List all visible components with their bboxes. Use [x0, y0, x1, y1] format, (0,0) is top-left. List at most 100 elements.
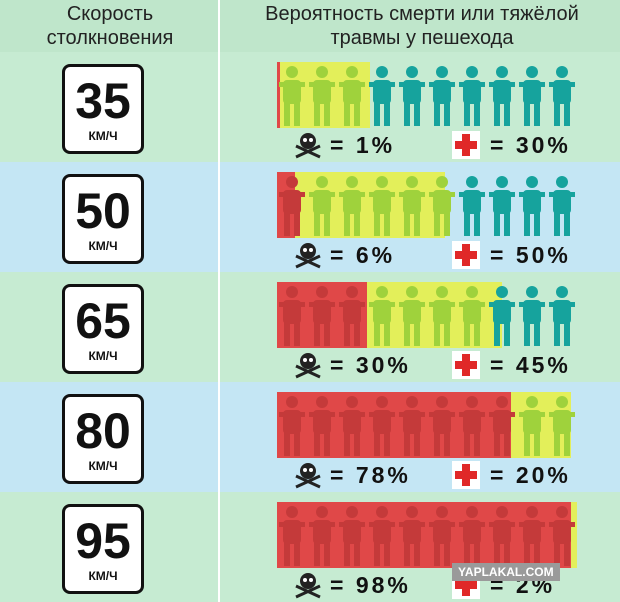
- person-leg: [414, 540, 420, 566]
- person-head: [346, 176, 358, 188]
- speed-sign: 50 КМ/Ч: [62, 174, 144, 264]
- person-leg: [534, 540, 540, 566]
- death-label: = 1%: [330, 132, 396, 158]
- person-arm: [429, 82, 455, 87]
- person-leg: [434, 210, 440, 236]
- person-leg: [434, 540, 440, 566]
- person-leg: [344, 430, 350, 456]
- person-head: [346, 506, 358, 518]
- header: Скорость столкновения Вероятность смерти…: [0, 0, 620, 52]
- person-arm: [489, 302, 515, 307]
- eye: [303, 358, 307, 362]
- eye: [303, 248, 307, 252]
- person-head: [406, 396, 418, 408]
- person-leg: [534, 100, 540, 126]
- risk-bar: [277, 62, 575, 128]
- eye: [309, 468, 313, 472]
- death-label: = 30%: [330, 352, 411, 378]
- skull: [300, 463, 316, 479]
- person-leg: [444, 100, 450, 126]
- person-leg: [404, 540, 410, 566]
- person-head: [466, 176, 478, 188]
- person-icon: [279, 396, 305, 456]
- person-icon: [549, 396, 575, 456]
- person-head: [556, 286, 568, 298]
- person-leg: [284, 540, 290, 566]
- person-leg: [534, 320, 540, 346]
- person-head: [286, 286, 298, 298]
- injury-label: = 20%: [490, 462, 571, 488]
- speed-unit: КМ/Ч: [88, 569, 118, 583]
- speed-value: 50: [75, 183, 131, 239]
- bone: [295, 474, 321, 489]
- person-leg: [324, 210, 330, 236]
- person-leg: [404, 430, 410, 456]
- person-leg: [374, 540, 380, 566]
- cross-icon: [452, 461, 480, 489]
- skull: [300, 243, 316, 259]
- person-arm: [459, 302, 485, 307]
- person-leg: [384, 100, 390, 126]
- cross-h: [455, 141, 477, 149]
- row: 65 КМ/Ч = 30% = 45%: [0, 272, 620, 382]
- person-icon: [309, 506, 335, 566]
- person-arm: [339, 412, 365, 417]
- death-label: = 98%: [330, 572, 411, 598]
- person-leg: [504, 100, 510, 126]
- person-head: [436, 66, 448, 78]
- person-arm: [519, 192, 545, 197]
- injury-label: = 30%: [490, 132, 571, 158]
- person-leg: [294, 540, 300, 566]
- person-arm: [429, 302, 455, 307]
- person-head: [526, 176, 538, 188]
- person-leg: [434, 320, 440, 346]
- risk-header: Вероятность смерти или тяжёлой травмы у …: [265, 3, 579, 49]
- person-leg: [284, 430, 290, 456]
- skull-icon: [295, 353, 321, 379]
- person-head: [496, 66, 508, 78]
- eye: [303, 468, 307, 472]
- person-icon: [309, 176, 335, 236]
- person-leg: [384, 540, 390, 566]
- person-leg: [374, 430, 380, 456]
- person-leg: [284, 100, 290, 126]
- person-leg: [434, 100, 440, 126]
- person-arm: [519, 522, 545, 527]
- person-head: [376, 506, 388, 518]
- person-head: [376, 396, 388, 408]
- person-arm: [549, 522, 575, 527]
- person-leg: [404, 210, 410, 236]
- person-arm: [279, 522, 305, 527]
- person-leg: [524, 210, 530, 236]
- person-arm: [339, 192, 365, 197]
- person-leg: [344, 540, 350, 566]
- person-leg: [354, 540, 360, 566]
- eye: [303, 578, 307, 582]
- person-arm: [489, 522, 515, 527]
- bone: [295, 584, 321, 599]
- person-leg: [494, 430, 500, 456]
- divider: [218, 0, 220, 602]
- person-leg: [294, 320, 300, 346]
- person-icon: [489, 176, 515, 236]
- person-icon: [279, 286, 305, 346]
- person-arm: [279, 82, 305, 87]
- person-leg: [524, 430, 530, 456]
- person-leg: [294, 430, 300, 456]
- person-icon: [309, 66, 335, 126]
- person-arm: [459, 522, 485, 527]
- person-icon: [399, 176, 425, 236]
- person-arm: [489, 82, 515, 87]
- person-arm: [309, 192, 335, 197]
- person-head: [286, 66, 298, 78]
- person-arm: [339, 82, 365, 87]
- person-head: [286, 176, 298, 188]
- person-icon: [429, 396, 455, 456]
- eye: [309, 578, 313, 582]
- person-icon: [339, 396, 365, 456]
- speed-unit: КМ/Ч: [88, 129, 118, 143]
- person-leg: [564, 540, 570, 566]
- person-arm: [309, 302, 335, 307]
- person-leg: [354, 320, 360, 346]
- person-leg: [474, 320, 480, 346]
